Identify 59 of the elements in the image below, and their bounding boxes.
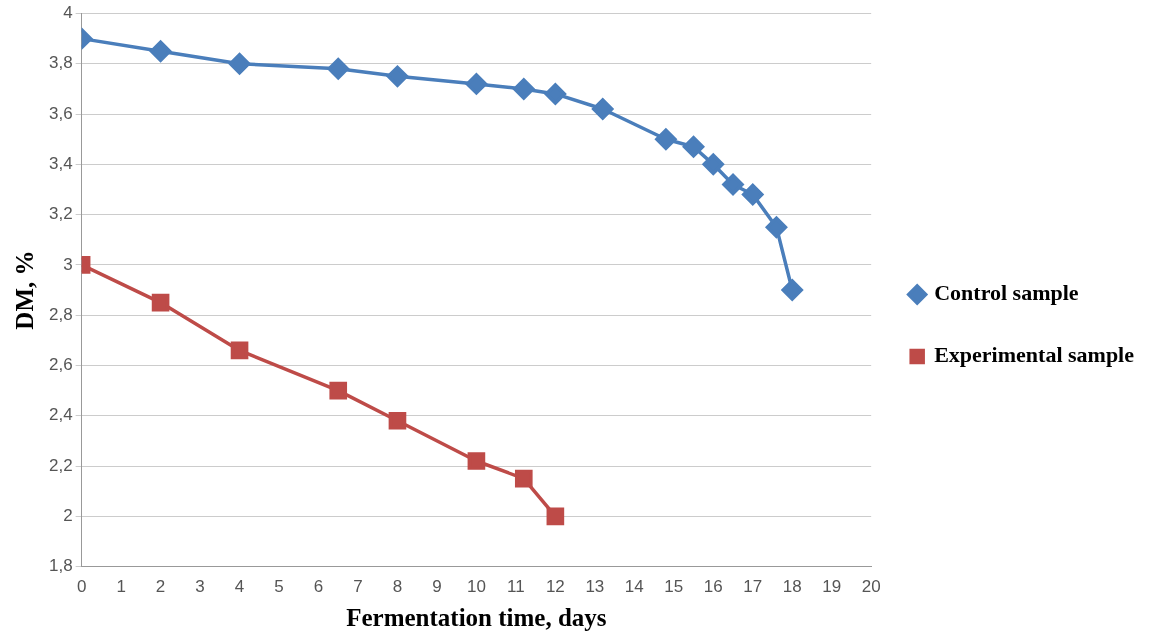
point bbox=[386, 65, 409, 88]
x-tick-label: 17 bbox=[743, 577, 763, 597]
point bbox=[149, 40, 172, 62]
x-tick-label: 15 bbox=[664, 577, 684, 597]
y-tick-label: 4 bbox=[63, 3, 73, 23]
x-tick-label: 4 bbox=[234, 577, 245, 597]
point bbox=[388, 411, 407, 430]
y-tick-label: 3 bbox=[63, 254, 73, 274]
y-tick-label: 3,8 bbox=[48, 53, 73, 73]
point bbox=[151, 293, 170, 312]
y-tick-label: 1,8 bbox=[48, 556, 73, 576]
y-tick-label: 2,6 bbox=[48, 355, 73, 375]
point bbox=[682, 136, 705, 158]
x-tick-label: 7 bbox=[353, 577, 363, 597]
x-tick-label: 14 bbox=[624, 577, 644, 597]
x-tick-label: 3 bbox=[195, 577, 205, 597]
point bbox=[781, 279, 803, 301]
x-tick-label: 16 bbox=[703, 577, 723, 597]
x-tick-label: 13 bbox=[585, 577, 605, 597]
legend-label: Control sample bbox=[934, 280, 1079, 306]
y-axis-title: DM, % bbox=[11, 250, 39, 330]
point bbox=[329, 381, 348, 400]
x-tick-label: 12 bbox=[545, 577, 565, 597]
y-tick-label: 2,8 bbox=[48, 304, 73, 324]
point bbox=[765, 216, 788, 238]
y-tick-label: 2,4 bbox=[48, 405, 73, 425]
x-tick-label: 20 bbox=[861, 577, 881, 597]
x-axis-title: Fermentation time, days bbox=[346, 604, 607, 632]
x-tick-label: 1 bbox=[116, 577, 126, 597]
point bbox=[327, 58, 349, 80]
x-tick-label: 19 bbox=[822, 577, 842, 597]
y-tick-label: 3,2 bbox=[48, 204, 73, 224]
point bbox=[702, 153, 725, 176]
point bbox=[228, 53, 251, 75]
point bbox=[546, 507, 565, 526]
y-tick-label: 3,4 bbox=[48, 154, 73, 174]
point bbox=[591, 98, 614, 120]
point bbox=[655, 128, 677, 150]
legend-label: Experimental sample bbox=[934, 342, 1135, 368]
point bbox=[544, 83, 567, 105]
y-tick-label: 2 bbox=[63, 506, 73, 526]
y-tick-label: 3,6 bbox=[48, 103, 73, 123]
x-tick-label: 8 bbox=[392, 577, 403, 597]
x-tick-label: 6 bbox=[313, 577, 324, 597]
x-tick-label: 11 bbox=[507, 577, 525, 597]
x-tick-label: 18 bbox=[782, 577, 802, 597]
x-tick-label: 0 bbox=[76, 577, 87, 597]
y-tick-label: 2,2 bbox=[48, 455, 73, 475]
x-tick-label: 10 bbox=[466, 577, 486, 597]
point bbox=[465, 73, 488, 95]
point bbox=[230, 341, 249, 360]
point bbox=[513, 78, 535, 100]
point bbox=[742, 183, 764, 206]
x-tick-label: 5 bbox=[274, 577, 284, 597]
point bbox=[722, 173, 744, 196]
point bbox=[514, 469, 533, 488]
point bbox=[467, 452, 486, 470]
x-tick-label: 9 bbox=[432, 577, 442, 597]
x-tick-label: 2 bbox=[155, 577, 166, 597]
